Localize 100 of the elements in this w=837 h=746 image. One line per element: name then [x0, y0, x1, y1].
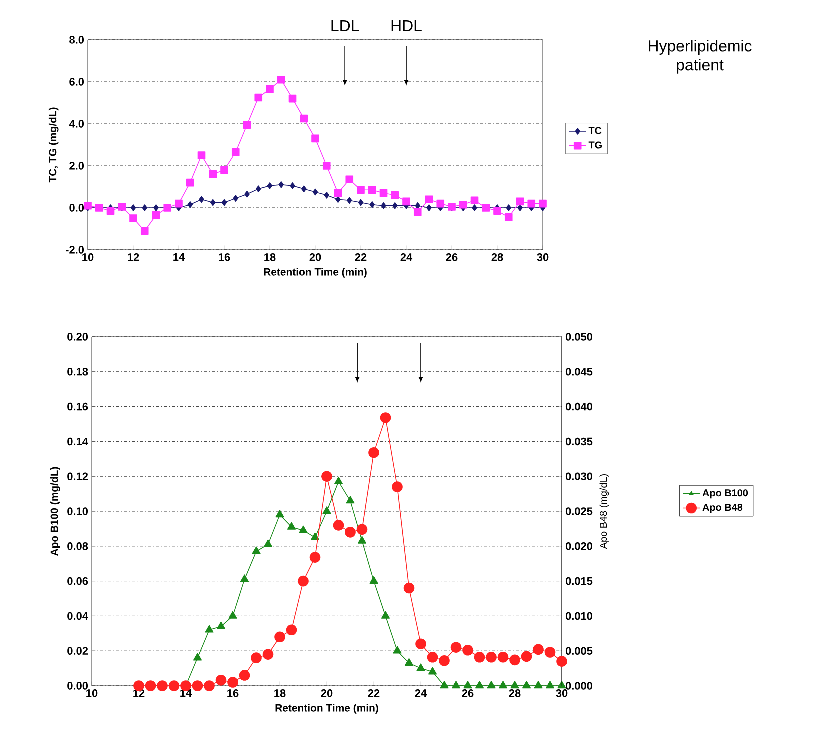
point — [239, 670, 250, 681]
point — [521, 651, 532, 662]
x-tick-label: 14 — [174, 254, 186, 262]
point — [346, 197, 352, 204]
point — [426, 204, 432, 212]
point — [288, 94, 297, 103]
point — [380, 412, 392, 424]
legend-label: Apo B48 — [702, 504, 743, 514]
point — [140, 227, 149, 235]
y-tick-label: 0.08 — [68, 542, 88, 550]
point — [244, 190, 250, 198]
point — [368, 447, 380, 458]
point — [322, 471, 332, 482]
point — [334, 476, 344, 484]
y-tick-label: -2.0 — [66, 246, 84, 254]
x-tick-label: 20 — [310, 254, 322, 262]
point — [290, 182, 296, 190]
point — [459, 200, 468, 209]
point — [216, 675, 227, 686]
x-axis-title: Retention Time (min) — [276, 704, 378, 714]
point — [533, 644, 544, 656]
point — [256, 186, 262, 192]
y2-axis-title: Apo B48 (mg/dL) — [600, 474, 610, 550]
point — [440, 681, 449, 689]
point — [427, 652, 438, 663]
point — [322, 506, 332, 514]
point — [300, 114, 308, 123]
point — [204, 680, 215, 692]
point — [188, 201, 194, 208]
point — [516, 198, 524, 206]
point — [251, 652, 262, 664]
point — [310, 552, 321, 563]
point — [506, 204, 512, 212]
point — [262, 649, 274, 660]
point — [333, 520, 344, 531]
point — [216, 622, 226, 630]
x-tick-label: 16 — [228, 690, 239, 698]
legend-label: TG — [588, 142, 602, 149]
point — [243, 121, 252, 129]
y2-tick-label: 0.030 — [566, 472, 592, 480]
point — [168, 680, 180, 692]
point — [528, 200, 536, 208]
x-axis-title: Retention Time (min) — [264, 268, 367, 278]
point — [416, 638, 426, 650]
point — [252, 546, 261, 554]
point — [556, 656, 568, 667]
y-tick-label: 0.20 — [68, 333, 88, 341]
point — [209, 170, 218, 178]
point — [510, 681, 520, 689]
point — [175, 200, 183, 208]
y2-tick-label: 0.020 — [566, 542, 592, 550]
point — [546, 681, 555, 689]
point — [298, 576, 309, 587]
y2-tick-label: 0.035 — [566, 438, 593, 446]
point — [142, 204, 148, 212]
y2-tick-label: 0.045 — [566, 368, 593, 376]
x-tick-label: 18 — [274, 690, 286, 698]
legend-label: TC — [588, 127, 602, 134]
point — [301, 186, 307, 192]
point — [392, 202, 398, 210]
y-tick-label: 0.18 — [68, 368, 88, 376]
point — [518, 204, 523, 212]
y2-tick-label: 0.050 — [566, 333, 592, 341]
point — [391, 191, 400, 200]
x-tick-label: 22 — [355, 254, 367, 262]
x-tick-label: 18 — [264, 254, 276, 262]
point — [494, 207, 502, 216]
x-tick-label: 10 — [82, 254, 94, 262]
x-tick-label: 10 — [86, 690, 98, 698]
point — [267, 182, 273, 190]
point — [534, 681, 543, 689]
point — [84, 202, 92, 210]
x-tick-label: 24 — [415, 690, 428, 698]
point — [157, 680, 168, 692]
y-tick-label: 0.06 — [68, 577, 88, 586]
x-tick-label: 20 — [321, 690, 333, 698]
point — [539, 200, 547, 208]
x-tick-label: 26 — [462, 690, 474, 698]
point — [336, 196, 341, 203]
y2-tick-label: 0.025 — [566, 508, 593, 516]
x-tick-label: 24 — [400, 254, 413, 262]
y-tick-label: 2.0 — [70, 162, 84, 170]
point — [345, 527, 356, 538]
point — [264, 540, 273, 548]
point — [274, 632, 286, 643]
y2-tick-label: 0.040 — [566, 402, 592, 411]
point — [402, 198, 410, 206]
point — [404, 582, 415, 594]
point — [106, 207, 115, 216]
y-tick-label: 0.00 — [68, 682, 88, 690]
point — [474, 652, 486, 663]
point — [393, 646, 402, 654]
point — [392, 482, 403, 492]
point — [346, 176, 354, 184]
point — [356, 524, 368, 536]
point — [381, 202, 386, 210]
point — [428, 667, 438, 675]
point — [522, 681, 532, 689]
point — [222, 199, 228, 206]
point — [277, 76, 286, 84]
